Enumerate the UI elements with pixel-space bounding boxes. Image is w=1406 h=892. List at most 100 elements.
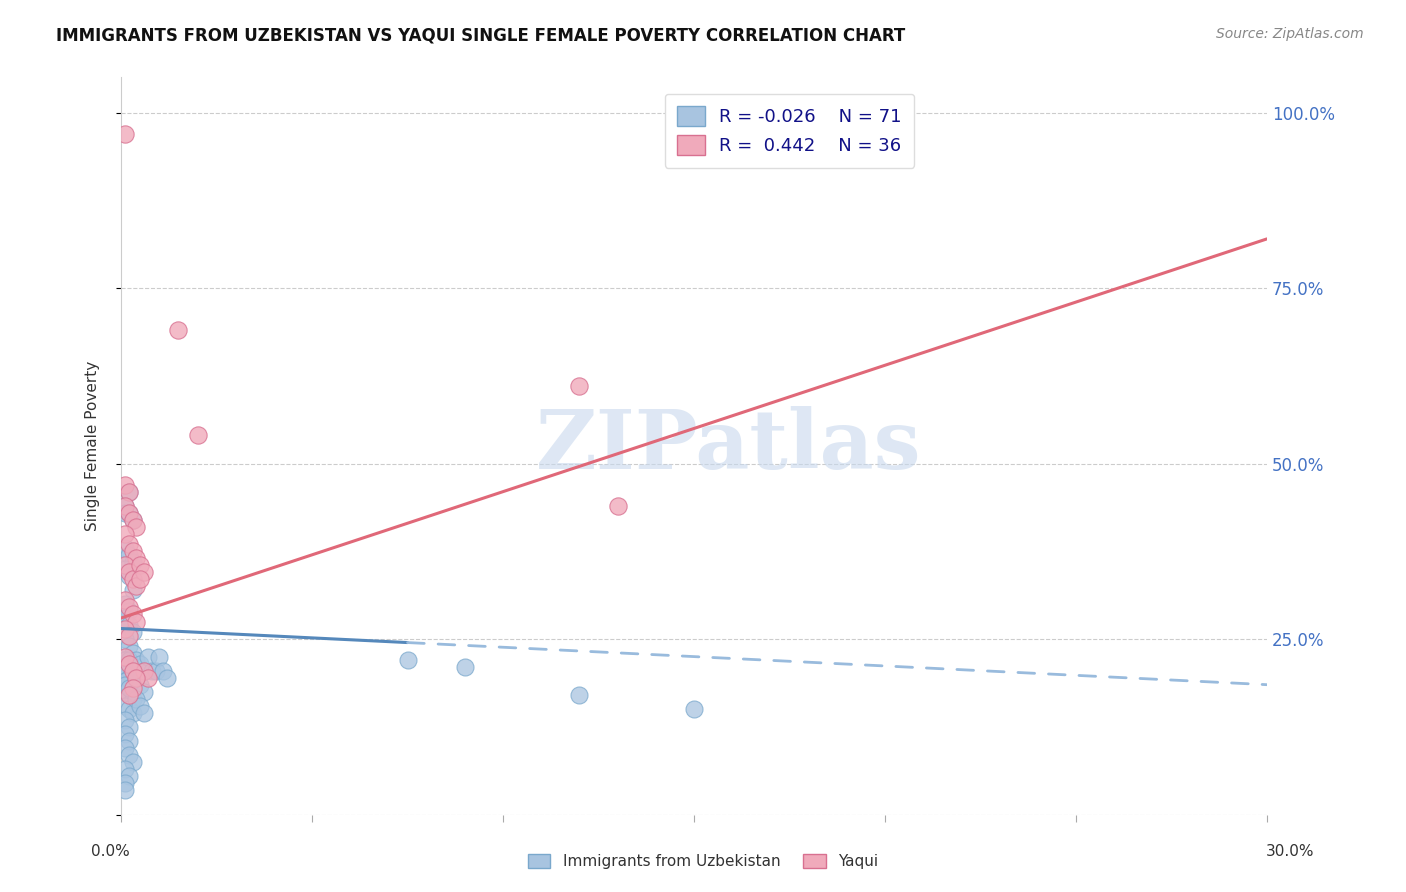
- Point: [114, 678, 136, 692]
- Point: [114, 562, 136, 576]
- Point: [121, 674, 143, 689]
- Point: [118, 671, 141, 685]
- Point: [114, 653, 136, 667]
- Point: [114, 477, 136, 491]
- Text: 30.0%: 30.0%: [1267, 845, 1315, 859]
- Point: [114, 727, 136, 741]
- Point: [148, 649, 170, 664]
- Point: [125, 671, 148, 685]
- Point: [114, 671, 136, 685]
- Point: [118, 618, 141, 632]
- Point: [114, 597, 136, 611]
- Point: [121, 755, 143, 769]
- Point: [118, 484, 141, 499]
- Point: [568, 688, 591, 702]
- Point: [132, 566, 155, 580]
- Point: [118, 720, 141, 734]
- Point: [121, 555, 143, 569]
- Point: [132, 664, 155, 678]
- Point: [121, 607, 143, 622]
- Text: Source: ZipAtlas.com: Source: ZipAtlas.com: [1216, 27, 1364, 41]
- Point: [114, 674, 136, 689]
- Point: [114, 499, 136, 513]
- Point: [114, 678, 136, 692]
- Point: [118, 681, 141, 696]
- Point: [121, 513, 143, 527]
- Point: [396, 653, 419, 667]
- Point: [114, 667, 136, 681]
- Point: [118, 569, 141, 583]
- Point: [121, 625, 143, 640]
- Point: [118, 688, 141, 702]
- Point: [568, 379, 591, 393]
- Point: [167, 323, 190, 337]
- Point: [125, 520, 148, 534]
- Point: [132, 664, 155, 678]
- Point: [114, 762, 136, 776]
- Point: [118, 674, 141, 689]
- Text: 0.0%: 0.0%: [91, 845, 131, 859]
- Point: [121, 544, 143, 558]
- Point: [118, 667, 141, 681]
- Point: [114, 667, 136, 681]
- Point: [114, 649, 136, 664]
- Point: [118, 681, 141, 696]
- Point: [129, 573, 152, 587]
- Point: [118, 484, 141, 499]
- Point: [114, 127, 136, 141]
- Point: [114, 593, 136, 607]
- Point: [118, 506, 141, 520]
- Point: [118, 653, 141, 667]
- Point: [118, 537, 141, 551]
- Point: [118, 604, 141, 618]
- Point: [125, 551, 148, 566]
- Point: [118, 702, 141, 716]
- Legend: R = -0.026    N = 71, R =  0.442    N = 36: R = -0.026 N = 71, R = 0.442 N = 36: [665, 94, 914, 168]
- Legend: Immigrants from Uzbekistan, Yaqui: Immigrants from Uzbekistan, Yaqui: [522, 848, 884, 875]
- Point: [118, 639, 141, 653]
- Point: [683, 702, 706, 716]
- Point: [114, 611, 136, 625]
- Point: [136, 671, 159, 685]
- Point: [114, 664, 136, 678]
- Point: [121, 667, 143, 681]
- Point: [118, 506, 141, 520]
- Text: ZIPatlas: ZIPatlas: [536, 406, 921, 486]
- Point: [114, 506, 136, 520]
- Point: [114, 684, 136, 698]
- Point: [186, 428, 208, 442]
- Point: [114, 776, 136, 790]
- Y-axis label: Single Female Poverty: Single Female Poverty: [86, 361, 100, 531]
- Point: [121, 513, 143, 527]
- Point: [121, 582, 143, 597]
- Point: [125, 579, 148, 593]
- Point: [121, 664, 143, 678]
- Point: [141, 664, 163, 678]
- Point: [132, 706, 155, 720]
- Point: [121, 706, 143, 720]
- Point: [454, 660, 477, 674]
- Point: [114, 783, 136, 797]
- Point: [121, 573, 143, 587]
- Point: [118, 688, 141, 702]
- Point: [114, 653, 136, 667]
- Point: [129, 657, 152, 671]
- Point: [125, 691, 148, 706]
- Point: [121, 691, 143, 706]
- Point: [118, 734, 141, 748]
- Point: [118, 769, 141, 783]
- Point: [121, 646, 143, 660]
- Point: [129, 698, 152, 713]
- Point: [118, 747, 141, 762]
- Point: [145, 664, 167, 678]
- Point: [114, 526, 136, 541]
- Point: [136, 649, 159, 664]
- Point: [114, 541, 136, 555]
- Point: [114, 499, 136, 513]
- Point: [114, 660, 136, 674]
- Point: [152, 664, 174, 678]
- Point: [129, 558, 152, 573]
- Point: [121, 681, 143, 696]
- Point: [118, 660, 141, 674]
- Point: [114, 713, 136, 727]
